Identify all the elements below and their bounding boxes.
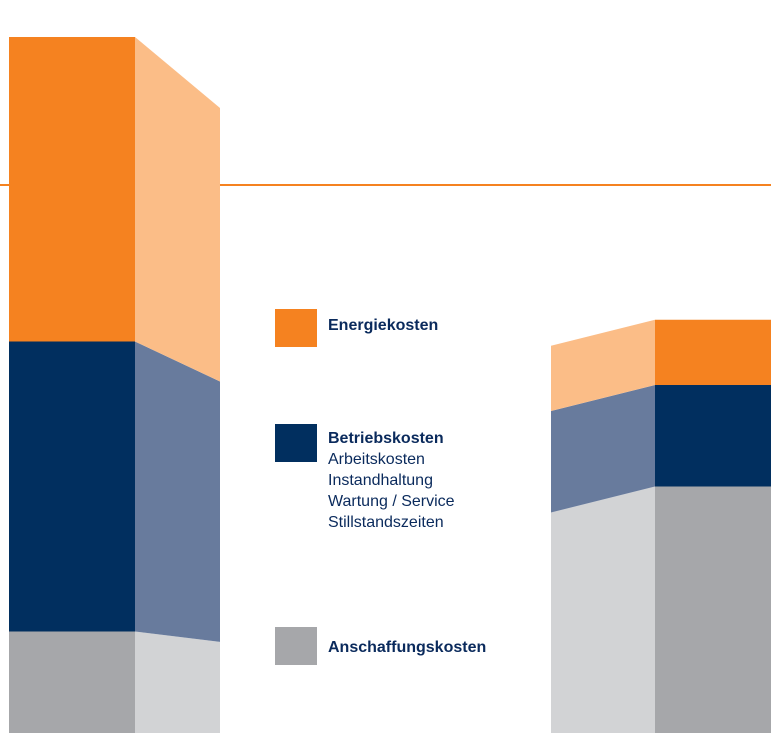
- legend-text-betriebskosten: Betriebskosten Arbeitskosten Instandhalt…: [328, 428, 455, 533]
- legend-text-anschaffungskosten: Anschaffungskosten: [328, 637, 486, 658]
- bar-2-anschaffungskosten-side: [551, 486, 655, 733]
- legend-text-energiekosten: Energiekosten: [328, 315, 438, 336]
- legend-sub-instandhaltung: Instandhaltung: [328, 472, 433, 489]
- bar-1-betriebskosten-front: [9, 341, 135, 632]
- bar-2-energiekosten-side: [551, 319, 655, 411]
- bars-group: [9, 37, 771, 733]
- legend-label-anschaffungskosten: Anschaffungskosten: [328, 639, 487, 656]
- legend-sub-stillstandszeiten: Stillstandszeiten: [328, 514, 444, 531]
- bar-1-anschaffungskosten-front: [9, 631, 135, 733]
- bar-2-anschaffungskosten-front: [655, 486, 771, 733]
- legend-label-betriebskosten: Betriebskosten: [328, 430, 444, 447]
- legend-sub-wartung-service: Wartung / Service: [328, 493, 455, 510]
- bar-1-anschaffungskosten-side: [135, 631, 220, 733]
- bar-2-energiekosten-front: [655, 319, 771, 385]
- bar-1-energiekosten-front: [9, 37, 135, 342]
- bar-1-energiekosten-side: [135, 37, 220, 382]
- legend-swatch-energiekosten: [275, 309, 317, 347]
- legend-item-betriebskosten: Betriebskosten Arbeitskosten Instandhalt…: [275, 424, 455, 533]
- legend-swatch-betriebskosten: [275, 424, 317, 462]
- bar-2-betriebskosten-front: [655, 385, 771, 487]
- legend-item-anschaffungskosten: Anschaffungskosten: [275, 627, 486, 665]
- legend-item-energiekosten: Energiekosten: [275, 309, 438, 347]
- bar-1-betriebskosten-side: [135, 341, 220, 642]
- legend-label-energiekosten: Energiekosten: [328, 317, 439, 334]
- bar-2-betriebskosten-side: [551, 385, 655, 513]
- legend-swatch-anschaffungskosten: [275, 627, 317, 665]
- legend-sub-arbeitskosten: Arbeitskosten: [328, 451, 425, 468]
